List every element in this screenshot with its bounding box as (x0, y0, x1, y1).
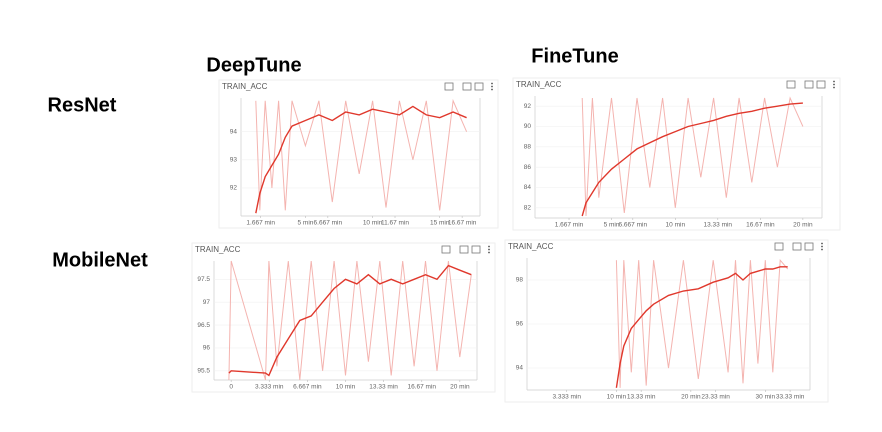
panel-title: TRAIN_ACC (222, 82, 268, 91)
icon (491, 85, 493, 88)
icon (491, 82, 493, 85)
panel-frame (512, 77, 841, 231)
x-tick-label: 13.33 min (627, 394, 656, 401)
x-tick-label: 23.33 min (701, 394, 730, 401)
x-tick-label: 13.33 min (704, 222, 733, 229)
icon (792, 242, 802, 251)
x-tick-label: 6.667 min (293, 384, 322, 391)
x-tick-label: 5 min (604, 222, 620, 229)
series-line (255, 105, 467, 214)
x-tick-label: 20 min (450, 384, 470, 391)
series-line (615, 266, 788, 388)
y-tick-label: 95.5 (197, 368, 210, 375)
x-tick-label: 3.333 min (255, 384, 284, 391)
panel: TRAIN_ACC 92 93 94 1.667 min 5 min 6.667 min 10… (218, 79, 499, 229)
y-tick-label: 96 (516, 321, 524, 328)
x-tick-label: 10 min (666, 222, 686, 229)
panel-title: TRAIN_ACC (516, 80, 562, 89)
y-tick-label: 82 (524, 205, 532, 212)
panel: TRAIN_ACC 94 96 98 3.333 min 10 min 13.33 min 2… (504, 239, 829, 403)
y-tick-label: 86 (524, 164, 532, 171)
icon (786, 80, 796, 89)
panel-frame (218, 79, 499, 229)
series-line (581, 102, 803, 217)
column-label: DeepTune (206, 54, 301, 76)
x-tick-label: 16.67 min (407, 384, 436, 391)
icon (833, 83, 835, 86)
x-tick-label: 1.667 min (246, 220, 275, 227)
x-tick-label: 3.333 min (552, 394, 581, 401)
icon (804, 242, 814, 251)
x-tick-label: 20 min (793, 222, 813, 229)
row-label: ResNet (48, 94, 117, 116)
x-tick-label: 16.67 min (746, 222, 775, 229)
icon (459, 245, 469, 254)
y-tick-label: 94 (230, 128, 238, 135)
icon (471, 245, 481, 254)
panel: TRAIN_ACC 82 84 86 88 90 92 1.667 min 5 min 6.667… (512, 77, 841, 231)
x-tick-label: 16.67 min (448, 220, 477, 227)
series-line (228, 264, 472, 377)
icon (833, 80, 835, 83)
row-label: MobileNet (52, 249, 148, 271)
x-tick-label: 6.667 min (619, 222, 648, 229)
x-tick-label: 6.667 min (314, 220, 343, 227)
y-tick-label: 97.5 (197, 276, 210, 283)
icon (462, 82, 472, 91)
y-tick-label: 88 (524, 144, 532, 151)
y-tick-label: 93 (230, 157, 238, 164)
icon (821, 245, 823, 248)
x-tick-label: 13.33 min (369, 384, 398, 391)
icon (774, 242, 784, 251)
x-tick-label: 20 min (681, 394, 701, 401)
series-line (255, 98, 468, 211)
x-tick-label: 15 min (430, 220, 450, 227)
column-label: FineTune (531, 45, 618, 67)
icon (488, 248, 490, 251)
x-tick-label: 10 min (363, 220, 383, 227)
y-tick-label: 84 (524, 184, 532, 191)
icon (491, 88, 493, 91)
icon (474, 82, 484, 91)
x-tick-label: 0 (229, 384, 233, 391)
x-tick-label: 33.33 min (776, 394, 805, 401)
icon (488, 245, 490, 248)
x-tick-label: 10 min (336, 384, 356, 391)
icon (444, 82, 454, 91)
panel-frame (504, 239, 829, 403)
y-tick-label: 92 (230, 185, 238, 192)
y-tick-label: 97 (203, 299, 211, 306)
icon (804, 80, 814, 89)
y-tick-label: 96 (203, 345, 211, 352)
x-tick-label: 11.67 min (381, 220, 409, 227)
y-tick-label: 96.5 (197, 322, 210, 329)
icon (441, 245, 451, 254)
y-tick-label: 98 (516, 277, 524, 284)
x-tick-label: 10 min (607, 394, 627, 401)
icon (833, 86, 835, 89)
panel-title: TRAIN_ACC (195, 245, 241, 254)
panel: TRAIN_ACC 95.5 96 96.5 97 97.5 0 3.333 min 6.667… (191, 242, 496, 393)
x-tick-label: 5 min (297, 220, 313, 227)
y-tick-label: 94 (516, 365, 524, 372)
panel-frame (191, 242, 496, 393)
y-tick-label: 90 (524, 123, 532, 130)
icon (821, 248, 823, 251)
series-line (228, 260, 472, 381)
y-tick-label: 92 (524, 103, 532, 110)
series-line (615, 258, 789, 388)
icon (488, 251, 490, 254)
icon (816, 80, 826, 89)
x-tick-label: 30 min (756, 394, 776, 401)
panel-title: TRAIN_ACC (508, 242, 554, 251)
x-tick-label: 1.667 min (555, 222, 584, 229)
icon (821, 242, 823, 245)
